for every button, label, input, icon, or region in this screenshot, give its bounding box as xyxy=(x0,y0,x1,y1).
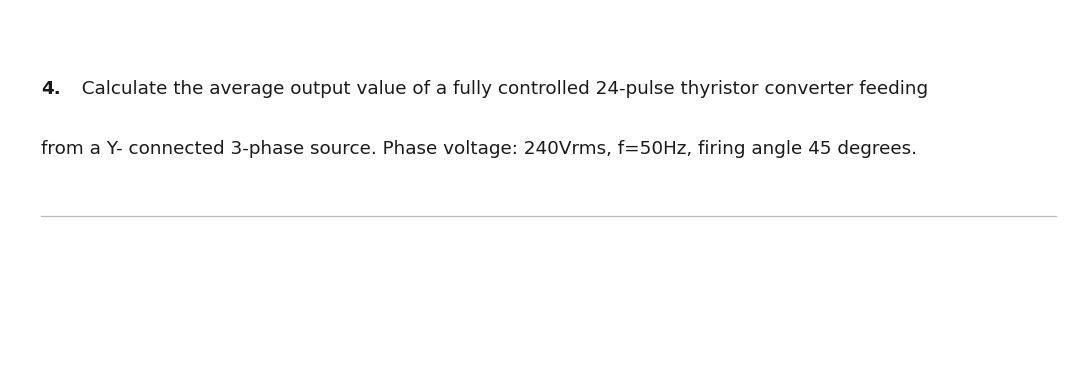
Text: 4.: 4. xyxy=(41,80,60,97)
Text: Calculate the average output value of a fully controlled 24-pulse thyristor conv: Calculate the average output value of a … xyxy=(70,80,929,97)
Text: from a Y- connected 3-phase source. Phase voltage: 240Vrms, f=50Hz, firing angle: from a Y- connected 3-phase source. Phas… xyxy=(41,141,917,158)
